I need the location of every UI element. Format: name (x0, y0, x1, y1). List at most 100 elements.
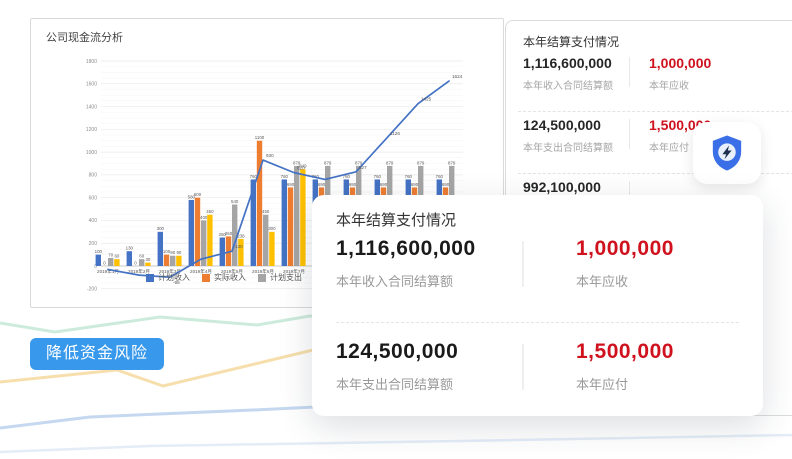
svg-text:760: 760 (436, 174, 444, 179)
svg-text:580: 580 (188, 194, 196, 199)
panel-label: 本年收入合同结算额 (523, 81, 613, 92)
svg-text:250: 250 (219, 232, 227, 237)
svg-text:879: 879 (293, 160, 301, 165)
svg-text:879: 879 (324, 160, 332, 165)
popup-label: 本年支出合同结算额 (336, 377, 454, 392)
svg-text:879: 879 (355, 160, 363, 165)
svg-text:2019年1月: 2019年1月 (97, 268, 119, 275)
svg-text:849: 849 (299, 164, 307, 169)
svg-text:600: 600 (89, 195, 98, 201)
svg-text:300: 300 (157, 226, 165, 231)
cashflow-chart-card: 公司现金流分析 -200 0 200 400 600 800 1000 1200 1400 160… (30, 18, 504, 308)
svg-text:1425: 1425 (421, 97, 432, 102)
legend-item: 实际收入 (202, 272, 246, 283)
settlement-popup: 本年结算支付情况 1,116,600,000 本年收入合同结算额 1,000,0… (312, 195, 763, 416)
svg-text:60: 60 (114, 254, 119, 259)
svg-text:1600: 1600 (86, 82, 97, 88)
panel-row: 1,116,600,000 本年收入合同结算额 1,000,000 本年应收 (523, 55, 792, 111)
dashed-divider (518, 111, 792, 112)
svg-text:690: 690 (442, 182, 450, 187)
svg-text:300: 300 (268, 226, 276, 231)
settlement-panel-title: 本年结算支付情况 (523, 35, 620, 49)
svg-text:2019年7月: 2019年7月 (283, 268, 305, 275)
svg-text:690: 690 (380, 182, 388, 187)
popup-label: 本年收入合同结算额 (336, 274, 454, 289)
svg-text:1200: 1200 (86, 127, 97, 133)
svg-text:1624: 1624 (452, 74, 463, 79)
svg-text:400: 400 (200, 215, 208, 220)
svg-text:2019年3月: 2019年3月 (159, 268, 181, 275)
svg-text:0: 0 (94, 264, 97, 270)
svg-text:760: 760 (312, 174, 320, 179)
svg-text:760: 760 (281, 174, 289, 179)
svg-text:200: 200 (89, 241, 98, 247)
svg-text:1800: 1800 (86, 59, 97, 65)
panel-label: 本年应收 (649, 81, 689, 92)
panel-row: 124,500,000 本年支出合同结算额 1,500,000 本年应付 (523, 117, 792, 173)
svg-text:450: 450 (262, 209, 270, 214)
svg-text:760: 760 (250, 174, 258, 179)
panel-label: 本年支出合同结算额 (523, 143, 613, 154)
svg-text:800: 800 (89, 173, 98, 179)
svg-text:130: 130 (235, 244, 243, 249)
svg-text:238: 238 (237, 233, 245, 238)
svg-text:760: 760 (343, 174, 351, 179)
popup-label: 本年应付 (576, 377, 629, 392)
svg-text:827: 827 (359, 165, 367, 170)
svg-text:-98: -98 (173, 280, 180, 285)
svg-text:260: 260 (225, 231, 233, 236)
security-widget[interactable] (693, 122, 761, 184)
svg-text:400: 400 (89, 218, 98, 224)
svg-text:450: 450 (206, 209, 214, 214)
svg-text:690: 690 (318, 182, 326, 187)
divider (522, 241, 524, 287)
svg-text:130: 130 (126, 246, 134, 251)
panel-label: 本年应付 (649, 143, 689, 154)
svg-text:2019年4月: 2019年4月 (190, 268, 212, 275)
svg-text:760: 760 (374, 174, 382, 179)
popup-label: 本年应收 (576, 274, 629, 289)
popup-value: 124,500,000 (336, 340, 459, 363)
popup-value: 1,116,600,000 (336, 237, 476, 260)
svg-text:60: 60 (139, 254, 144, 259)
chart-title: 公司现金流分析 (46, 32, 123, 44)
svg-text:1400: 1400 (86, 104, 97, 110)
panel-value: 124,500,000 (523, 117, 601, 133)
divider (629, 119, 630, 149)
popup-row: 1,116,600,000 本年收入合同结算额 1,000,000 本年应收 (336, 237, 739, 297)
svg-text:-200: -200 (87, 287, 97, 293)
svg-text:2019年6月: 2019年6月 (252, 268, 274, 275)
legend-item: 计划支出 (258, 272, 302, 283)
popup-row: 124,500,000 本年支出合同结算额 1,500,000 本年应付 (336, 340, 739, 400)
svg-text:90: 90 (170, 250, 175, 255)
panel-value-accent: 1,000,000 (649, 55, 712, 71)
svg-text:600: 600 (194, 192, 202, 197)
svg-text:879: 879 (448, 160, 456, 165)
svg-text:690: 690 (287, 182, 295, 187)
panel-value: 992,100,000 (523, 179, 601, 195)
svg-text:540: 540 (231, 199, 239, 204)
svg-text:879: 879 (386, 160, 394, 165)
svg-text:1000: 1000 (86, 150, 97, 156)
dashed-divider (336, 322, 739, 323)
svg-text:1100: 1100 (255, 135, 265, 140)
svg-text:930: 930 (266, 153, 274, 158)
popup-value-accent: 1,000,000 (576, 237, 674, 260)
popup-value-accent: 1,500,000 (576, 340, 674, 363)
svg-text:30: 30 (145, 257, 150, 262)
divider (629, 57, 630, 87)
dashed-divider (518, 173, 792, 174)
svg-text:1126: 1126 (390, 131, 400, 136)
svg-text:90: 90 (176, 250, 181, 255)
risk-badge[interactable]: 降低资金风险 (30, 338, 165, 370)
svg-text:690: 690 (349, 182, 357, 187)
svg-text:760: 760 (405, 174, 413, 179)
panel-value: 1,116,600,000 (523, 55, 612, 71)
divider (522, 344, 524, 390)
svg-text:690: 690 (411, 182, 419, 187)
legend-item: 计划收入 (146, 272, 190, 283)
svg-text:2019年2月: 2019年2月 (128, 268, 150, 275)
svg-text:70: 70 (108, 252, 113, 257)
svg-text:0: 0 (134, 260, 137, 265)
svg-text:2019年5月: 2019年5月 (221, 268, 243, 275)
